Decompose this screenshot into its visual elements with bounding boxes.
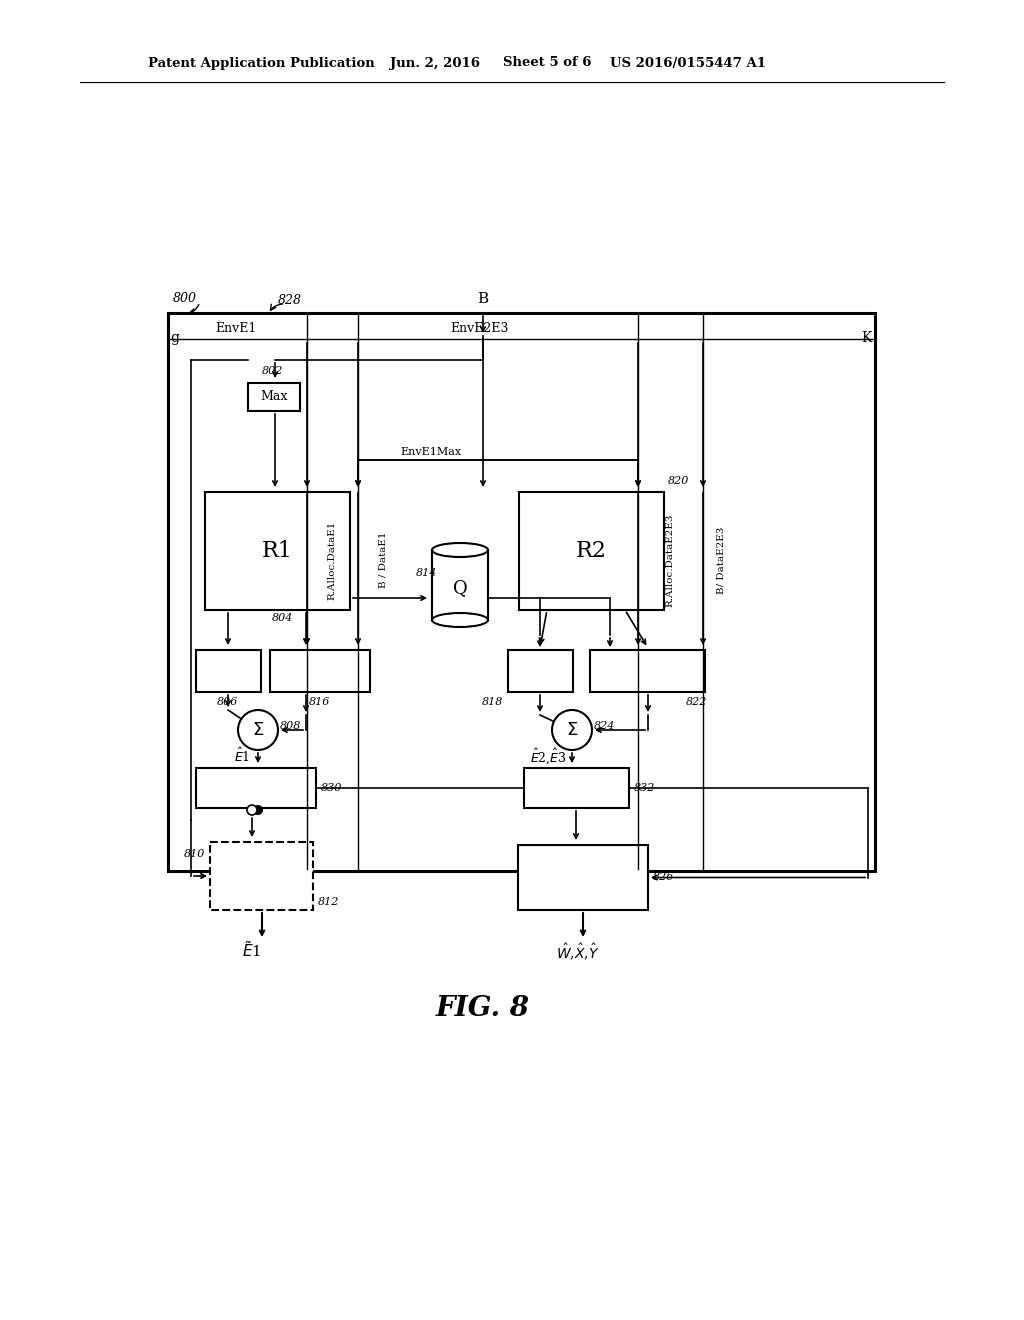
Text: US 2016/0155447 A1: US 2016/0155447 A1: [610, 57, 766, 70]
Text: $\hat{W}$,$\hat{X}$,$\hat{Y}$: $\hat{W}$,$\hat{X}$,$\hat{Y}$: [556, 941, 600, 962]
Text: 826: 826: [653, 873, 675, 883]
Circle shape: [247, 805, 257, 814]
Ellipse shape: [432, 543, 488, 557]
Text: 800: 800: [173, 293, 197, 305]
Text: 808: 808: [280, 721, 301, 731]
Text: $\hat{E}$2,$\hat{E}$3: $\hat{E}$2,$\hat{E}$3: [530, 746, 567, 766]
Text: B/ DataE2E3: B/ DataE2E3: [717, 527, 725, 594]
Bar: [524, 768, 629, 808]
Ellipse shape: [432, 612, 488, 627]
Text: EnvE2E3: EnvE2E3: [450, 322, 508, 334]
Text: Patent Application Publication: Patent Application Publication: [148, 57, 375, 70]
Text: Q: Q: [453, 579, 467, 597]
Text: B: B: [477, 292, 488, 306]
Text: FIG. 8: FIG. 8: [436, 994, 530, 1022]
Text: Jun. 2, 2016: Jun. 2, 2016: [390, 57, 480, 70]
Text: $\tilde{E}$1: $\tilde{E}$1: [243, 940, 261, 960]
Text: B / DataE1: B / DataE1: [379, 532, 387, 589]
Text: 806: 806: [217, 697, 239, 708]
Circle shape: [254, 807, 262, 814]
Circle shape: [238, 710, 278, 750]
Bar: [210, 842, 313, 909]
Text: $\hat{E}$1: $\hat{E}$1: [233, 747, 250, 766]
Text: 816: 816: [309, 697, 331, 708]
Text: 804: 804: [272, 612, 293, 623]
Text: R.Alloc.DataE1: R.Alloc.DataE1: [328, 520, 337, 599]
Text: Σ: Σ: [566, 721, 578, 739]
Text: 818: 818: [481, 697, 503, 708]
Text: R1: R1: [262, 540, 293, 562]
Text: 812: 812: [318, 898, 339, 907]
Text: 828: 828: [278, 294, 302, 308]
Bar: [196, 649, 261, 692]
Text: 824: 824: [594, 721, 615, 731]
Text: Max: Max: [260, 391, 288, 404]
Text: 832: 832: [634, 783, 655, 793]
Bar: [433, 550, 487, 619]
Text: EnvE1: EnvE1: [215, 322, 256, 334]
Bar: [196, 768, 316, 808]
Bar: [519, 492, 664, 610]
Text: R.Alloc.DataE2E3: R.Alloc.DataE2E3: [666, 513, 675, 607]
Circle shape: [552, 710, 592, 750]
Text: EnvE1Max: EnvE1Max: [400, 447, 461, 457]
Text: 802: 802: [262, 366, 284, 376]
Text: g: g: [170, 331, 179, 345]
Bar: [248, 383, 300, 411]
Text: K: K: [861, 331, 872, 345]
Text: 822: 822: [686, 697, 707, 708]
Text: 810: 810: [183, 849, 205, 859]
Bar: [508, 649, 573, 692]
Text: 820: 820: [668, 477, 689, 486]
Text: Σ: Σ: [252, 721, 264, 739]
Bar: [590, 649, 705, 692]
Bar: [168, 313, 874, 871]
Text: 830: 830: [321, 783, 342, 793]
Bar: [270, 649, 370, 692]
Text: R2: R2: [577, 540, 607, 562]
Bar: [205, 492, 350, 610]
Bar: [518, 845, 648, 909]
Text: 814: 814: [416, 568, 437, 578]
Text: Sheet 5 of 6: Sheet 5 of 6: [503, 57, 592, 70]
